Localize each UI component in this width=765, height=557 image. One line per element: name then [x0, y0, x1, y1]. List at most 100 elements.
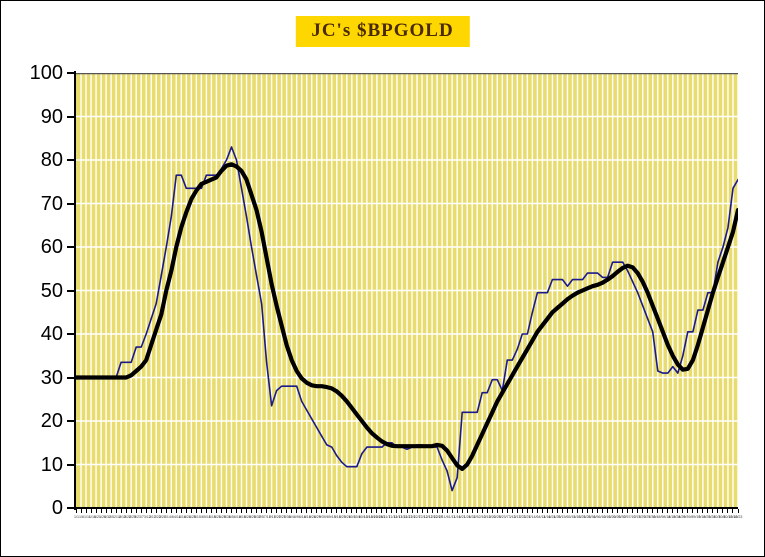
- x-tick-label: 4/16: [543, 515, 551, 520]
- x-axis-tick: [190, 509, 192, 513]
- x-tick-label: 5/1: [558, 515, 564, 520]
- x-axis-tick: [692, 509, 694, 513]
- x-tick-label: 4/26: [553, 515, 561, 520]
- x-axis-tick: [496, 509, 498, 513]
- x-axis-tick: [451, 509, 453, 513]
- x-tick-label: 8/9: [293, 515, 299, 520]
- x-tick-label: 7/10: [263, 515, 271, 520]
- x-axis-tick: [667, 509, 669, 513]
- y-axis-line: [74, 71, 76, 510]
- y-axis-tick: [67, 72, 74, 74]
- x-axis-tick: [175, 509, 177, 513]
- x-tick-label: 3/2: [133, 515, 139, 520]
- x-tick-label: 6/25: [613, 515, 621, 520]
- x-axis-tick: [200, 509, 202, 513]
- x-axis-tick: [682, 509, 684, 513]
- x-tick-label: 1/31: [103, 515, 111, 520]
- x-axis-tick: [416, 509, 418, 513]
- x-axis-tick: [697, 509, 699, 513]
- x-axis-tick: [672, 509, 674, 513]
- x-axis-tick: [321, 509, 323, 513]
- x-tick-label: 2/20: [488, 515, 496, 520]
- y-axis-tick: [67, 507, 74, 509]
- x-tick-label: 9/3: [683, 515, 689, 520]
- x-tick-label: 5/11: [203, 515, 211, 520]
- x-tick-label: 4/1: [163, 515, 169, 520]
- x-tick-label: 9/23: [338, 515, 346, 520]
- x-tick-label: 6/20: [243, 515, 251, 520]
- x-tick-label: 4/11: [173, 515, 181, 520]
- x-axis-tick: [541, 509, 543, 513]
- x-axis-tick: [476, 509, 478, 513]
- x-axis-tick: [401, 509, 403, 513]
- x-tick-label: 6/25: [248, 515, 256, 520]
- x-tick-label: 6/10: [233, 515, 241, 520]
- x-axis-tick: [331, 509, 333, 513]
- x-axis-tick: [632, 509, 634, 513]
- x-tick-label: 4/21: [548, 515, 556, 520]
- x-tick-label: 7/15: [633, 515, 641, 520]
- x-tick-label: 12/7: [413, 515, 421, 520]
- x-axis-tick: [471, 509, 473, 513]
- x-tick-label: 1/6: [443, 515, 449, 520]
- x-axis-tick: [602, 509, 604, 513]
- x-tick-label: 12/27: [433, 515, 443, 520]
- x-tick-label: 8/4: [653, 515, 659, 520]
- x-tick-label: 3/17: [148, 515, 156, 520]
- x-tick-label: 5/1: [193, 515, 199, 520]
- x-tick-label: 8/29: [313, 515, 321, 520]
- x-axis-tick: [266, 509, 268, 513]
- x-axis-tick: [657, 509, 659, 513]
- x-axis-tick: [587, 509, 589, 513]
- x-axis-tick: [306, 509, 308, 513]
- x-tick-label: 1/16: [453, 515, 461, 520]
- x-tick-label: 10/18: [728, 515, 738, 520]
- x-axis-tick: [556, 509, 558, 513]
- y-tick-label: 90: [40, 105, 63, 128]
- x-axis-tick: [246, 509, 247, 513]
- x-axis-tick: [75, 509, 77, 513]
- y-axis-tick: [67, 115, 74, 118]
- x-axis-tick: [456, 509, 458, 513]
- chart-title: JC's $BPGOLD: [295, 16, 470, 47]
- x-tick-label: 5/31: [588, 515, 596, 520]
- x-tick-label: 8/14: [298, 515, 306, 520]
- x-tick-label: 8/4: [288, 515, 294, 520]
- x-axis-tick: [120, 509, 122, 513]
- x-tick-label: 7/30: [283, 515, 291, 520]
- x-tick-label: 6/30: [253, 515, 261, 520]
- x-axis-tick: [566, 509, 568, 513]
- y-tick-label: 30: [40, 366, 63, 389]
- x-tick-label: 5/16: [208, 515, 216, 520]
- x-tick-label: 3/12: [143, 515, 151, 520]
- x-axis-tick: [461, 509, 463, 513]
- x-tick-label: 2/10: [113, 515, 121, 520]
- x-axis-tick: [642, 509, 644, 513]
- x-tick-label: 6/10: [598, 515, 606, 520]
- x-tick-label: 2/5: [108, 515, 114, 520]
- x-tick-label: 8/19: [668, 515, 676, 520]
- x-axis-tick: [521, 509, 523, 513]
- x-tick-label: 10/23: [733, 515, 743, 520]
- x-tick-label: 7/30: [648, 515, 656, 520]
- x-tick-label: 11/7: [383, 515, 391, 520]
- x-tick-label: 2/10: [478, 515, 486, 520]
- series-line: [76, 146, 738, 492]
- x-axis-tick: [612, 509, 614, 513]
- y-tick-label: 10: [40, 453, 63, 476]
- x-axis-tick: [506, 509, 508, 513]
- x-axis-tick: [155, 509, 157, 513]
- x-tick-label: 5/6: [198, 515, 204, 520]
- y-tick-label: 20: [40, 410, 63, 432]
- x-axis-tick: [607, 509, 609, 513]
- chart-canvas: [76, 73, 738, 508]
- x-tick-label: 9/18: [698, 515, 706, 520]
- x-tick-label: 7/25: [643, 515, 651, 520]
- x-tick-label: 10/18: [363, 515, 373, 520]
- x-tick-label: 8/19: [303, 515, 311, 520]
- x-axis-tick: [296, 509, 298, 513]
- x-axis-tick: [446, 509, 448, 513]
- x-axis-tick: [526, 509, 528, 513]
- x-tick-label: 11/27: [403, 515, 413, 520]
- x-axis-tick: [160, 509, 162, 513]
